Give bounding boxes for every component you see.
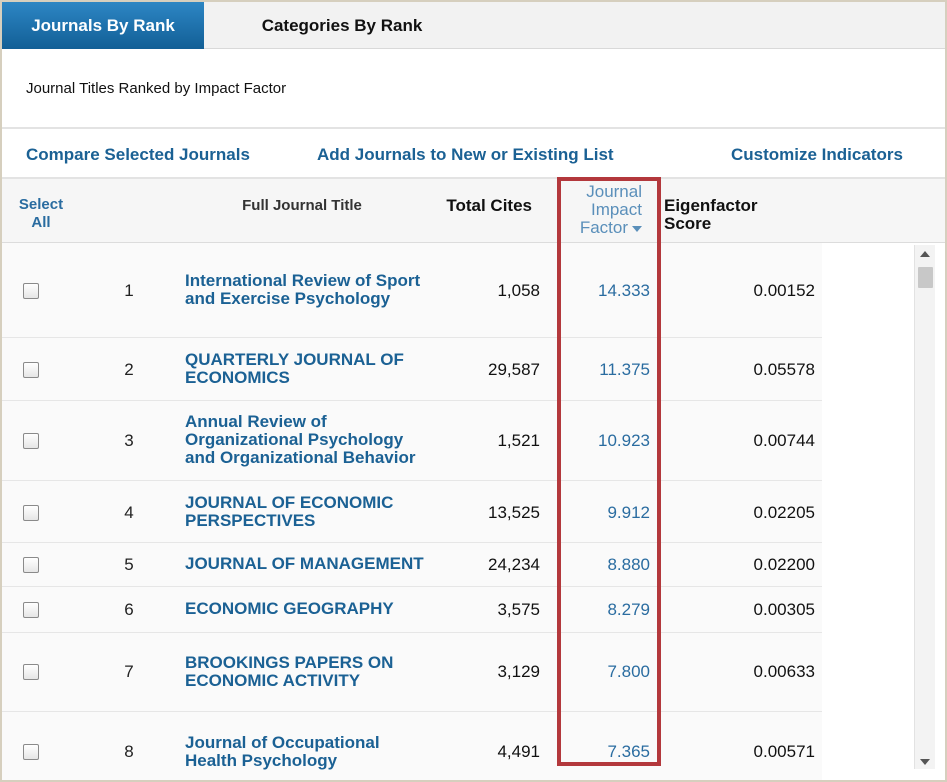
journal-title-link[interactable]: Annual Review of Organizational Psycholo…	[185, 412, 416, 467]
total-cites-value: 24,234	[488, 555, 540, 574]
eigenfactor-value: 0.02205	[753, 503, 815, 522]
journal-title-link[interactable]: JOURNAL OF ECONOMIC PERSPECTIVES	[185, 493, 394, 530]
impact-factor-value[interactable]: 8.880	[607, 555, 650, 574]
row-rank: 6	[124, 600, 134, 619]
divider	[2, 177, 945, 179]
impact-factor-value[interactable]: 14.333	[598, 281, 650, 300]
table-row: 5 JOURNAL OF MANAGEMENT 24,234 8.880 0.0…	[2, 543, 822, 587]
add-journals-to-list-link[interactable]: Add Journals to New or Existing List	[317, 145, 614, 164]
journal-title-link[interactable]: JOURNAL OF MANAGEMENT	[185, 554, 424, 573]
jif-label-line3: Factor	[562, 219, 642, 237]
row-checkbox[interactable]	[23, 433, 39, 449]
row-rank: 4	[124, 503, 134, 522]
row-rank: 2	[124, 360, 134, 379]
impact-factor-value[interactable]: 9.912	[607, 503, 650, 522]
jif-label-line2: Impact	[590, 200, 642, 219]
row-rank: 3	[124, 431, 134, 450]
impact-factor-value[interactable]: 8.279	[607, 600, 650, 619]
impact-factor-value[interactable]: 7.800	[607, 662, 650, 681]
divider	[2, 127, 945, 129]
vertical-scrollbar[interactable]	[914, 245, 935, 769]
jif-label-line3-text: Factor	[579, 218, 628, 237]
table-row: 6 ECONOMIC GEOGRAPHY 3,575 8.279 0.00305	[2, 587, 822, 633]
eigenfactor-value: 0.00744	[753, 431, 815, 450]
total-cites-value: 3,575	[497, 600, 540, 619]
table-row: 2 QUARTERLY JOURNAL OF ECONOMICS 29,587 …	[2, 338, 822, 401]
row-rank: 5	[124, 555, 134, 574]
row-rank: 7	[124, 662, 134, 681]
tab-categories-by-rank[interactable]: Categories By Rank	[261, 16, 423, 35]
eigenfactor-value: 0.00571	[753, 742, 815, 761]
jif-label-line1: Journal	[586, 182, 642, 201]
total-cites-value: 13,525	[488, 503, 540, 522]
table-header: Select All Full Journal Title Total Cite…	[2, 179, 945, 243]
row-checkbox[interactable]	[23, 362, 39, 378]
tab-journals-by-rank[interactable]: Journals By Rank	[2, 2, 204, 49]
eigenfactor-value: 0.00305	[753, 600, 815, 619]
full-journal-title-header: Full Journal Title	[242, 197, 362, 214]
row-checkbox[interactable]	[23, 664, 39, 680]
journal-title-link[interactable]: ECONOMIC GEOGRAPHY	[185, 599, 394, 618]
row-rank: 8	[124, 742, 134, 761]
scroll-up-arrow-icon[interactable]	[920, 251, 930, 257]
select-all-header[interactable]: Select All	[14, 196, 68, 232]
scroll-down-arrow-icon[interactable]	[920, 759, 930, 765]
select-all-label-line2: All	[31, 214, 51, 231]
eigenfactor-value: 0.05578	[753, 360, 815, 379]
row-checkbox[interactable]	[23, 602, 39, 618]
total-cites-value: 1,058	[497, 281, 540, 300]
total-cites-header[interactable]: Total Cites	[446, 196, 532, 215]
customize-indicators-link[interactable]: Customize Indicators	[731, 145, 903, 164]
table-row: 7 BROOKINGS PAPERS ON ECONOMIC ACTIVITY …	[2, 633, 822, 712]
impact-factor-value[interactable]: 11.375	[599, 360, 650, 379]
compare-selected-journals-link[interactable]: Compare Selected Journals	[26, 145, 250, 164]
journal-table-body: 1 International Review of Sport and Exer…	[2, 243, 822, 780]
sort-descending-icon	[632, 225, 642, 232]
scrollbar-thumb[interactable]	[918, 267, 933, 288]
total-cites-value: 1,521	[497, 431, 540, 450]
journal-title-link[interactable]: BROOKINGS PAPERS ON ECONOMIC ACTIVITY	[185, 653, 394, 690]
eigenfactor-value: 0.00633	[753, 662, 815, 681]
total-cites-value: 4,491	[497, 742, 540, 761]
eigenfactor-value: 0.02200	[753, 555, 815, 574]
total-cites-value: 3,129	[497, 662, 540, 681]
row-checkbox[interactable]	[23, 744, 39, 760]
table-row: 8 Journal of Occupational Health Psychol…	[2, 712, 822, 780]
row-rank: 1	[124, 281, 134, 300]
table-row: 1 International Review of Sport and Exer…	[2, 243, 822, 338]
page-subtitle: Journal Titles Ranked by Impact Factor	[26, 80, 287, 97]
eigenfactor-score-header[interactable]: Eigenfactor Score	[664, 196, 758, 233]
row-checkbox[interactable]	[23, 505, 39, 521]
journal-title-link[interactable]: QUARTERLY JOURNAL OF ECONOMICS	[185, 350, 404, 387]
table-row: 4 JOURNAL OF ECONOMIC PERSPECTIVES 13,52…	[2, 481, 822, 543]
journal-title-link[interactable]: Journal of Occupational Health Psycholog…	[185, 733, 380, 770]
journal-impact-factor-header[interactable]: Journal Impact Factor	[562, 183, 642, 237]
impact-factor-value[interactable]: 7.365	[607, 742, 650, 761]
row-checkbox[interactable]	[23, 557, 39, 573]
total-cites-value: 29,587	[488, 360, 540, 379]
row-checkbox[interactable]	[23, 283, 39, 299]
eigenfactor-value: 0.00152	[753, 281, 815, 300]
tab-bar: Journals By Rank Categories By Rank	[2, 2, 945, 49]
journal-title-link[interactable]: International Review of Sport and Exerci…	[185, 271, 421, 308]
table-row: 3 Annual Review of Organizational Psycho…	[2, 401, 822, 481]
select-all-label-line1: Select	[18, 196, 64, 213]
impact-factor-value[interactable]: 10.923	[598, 431, 650, 450]
